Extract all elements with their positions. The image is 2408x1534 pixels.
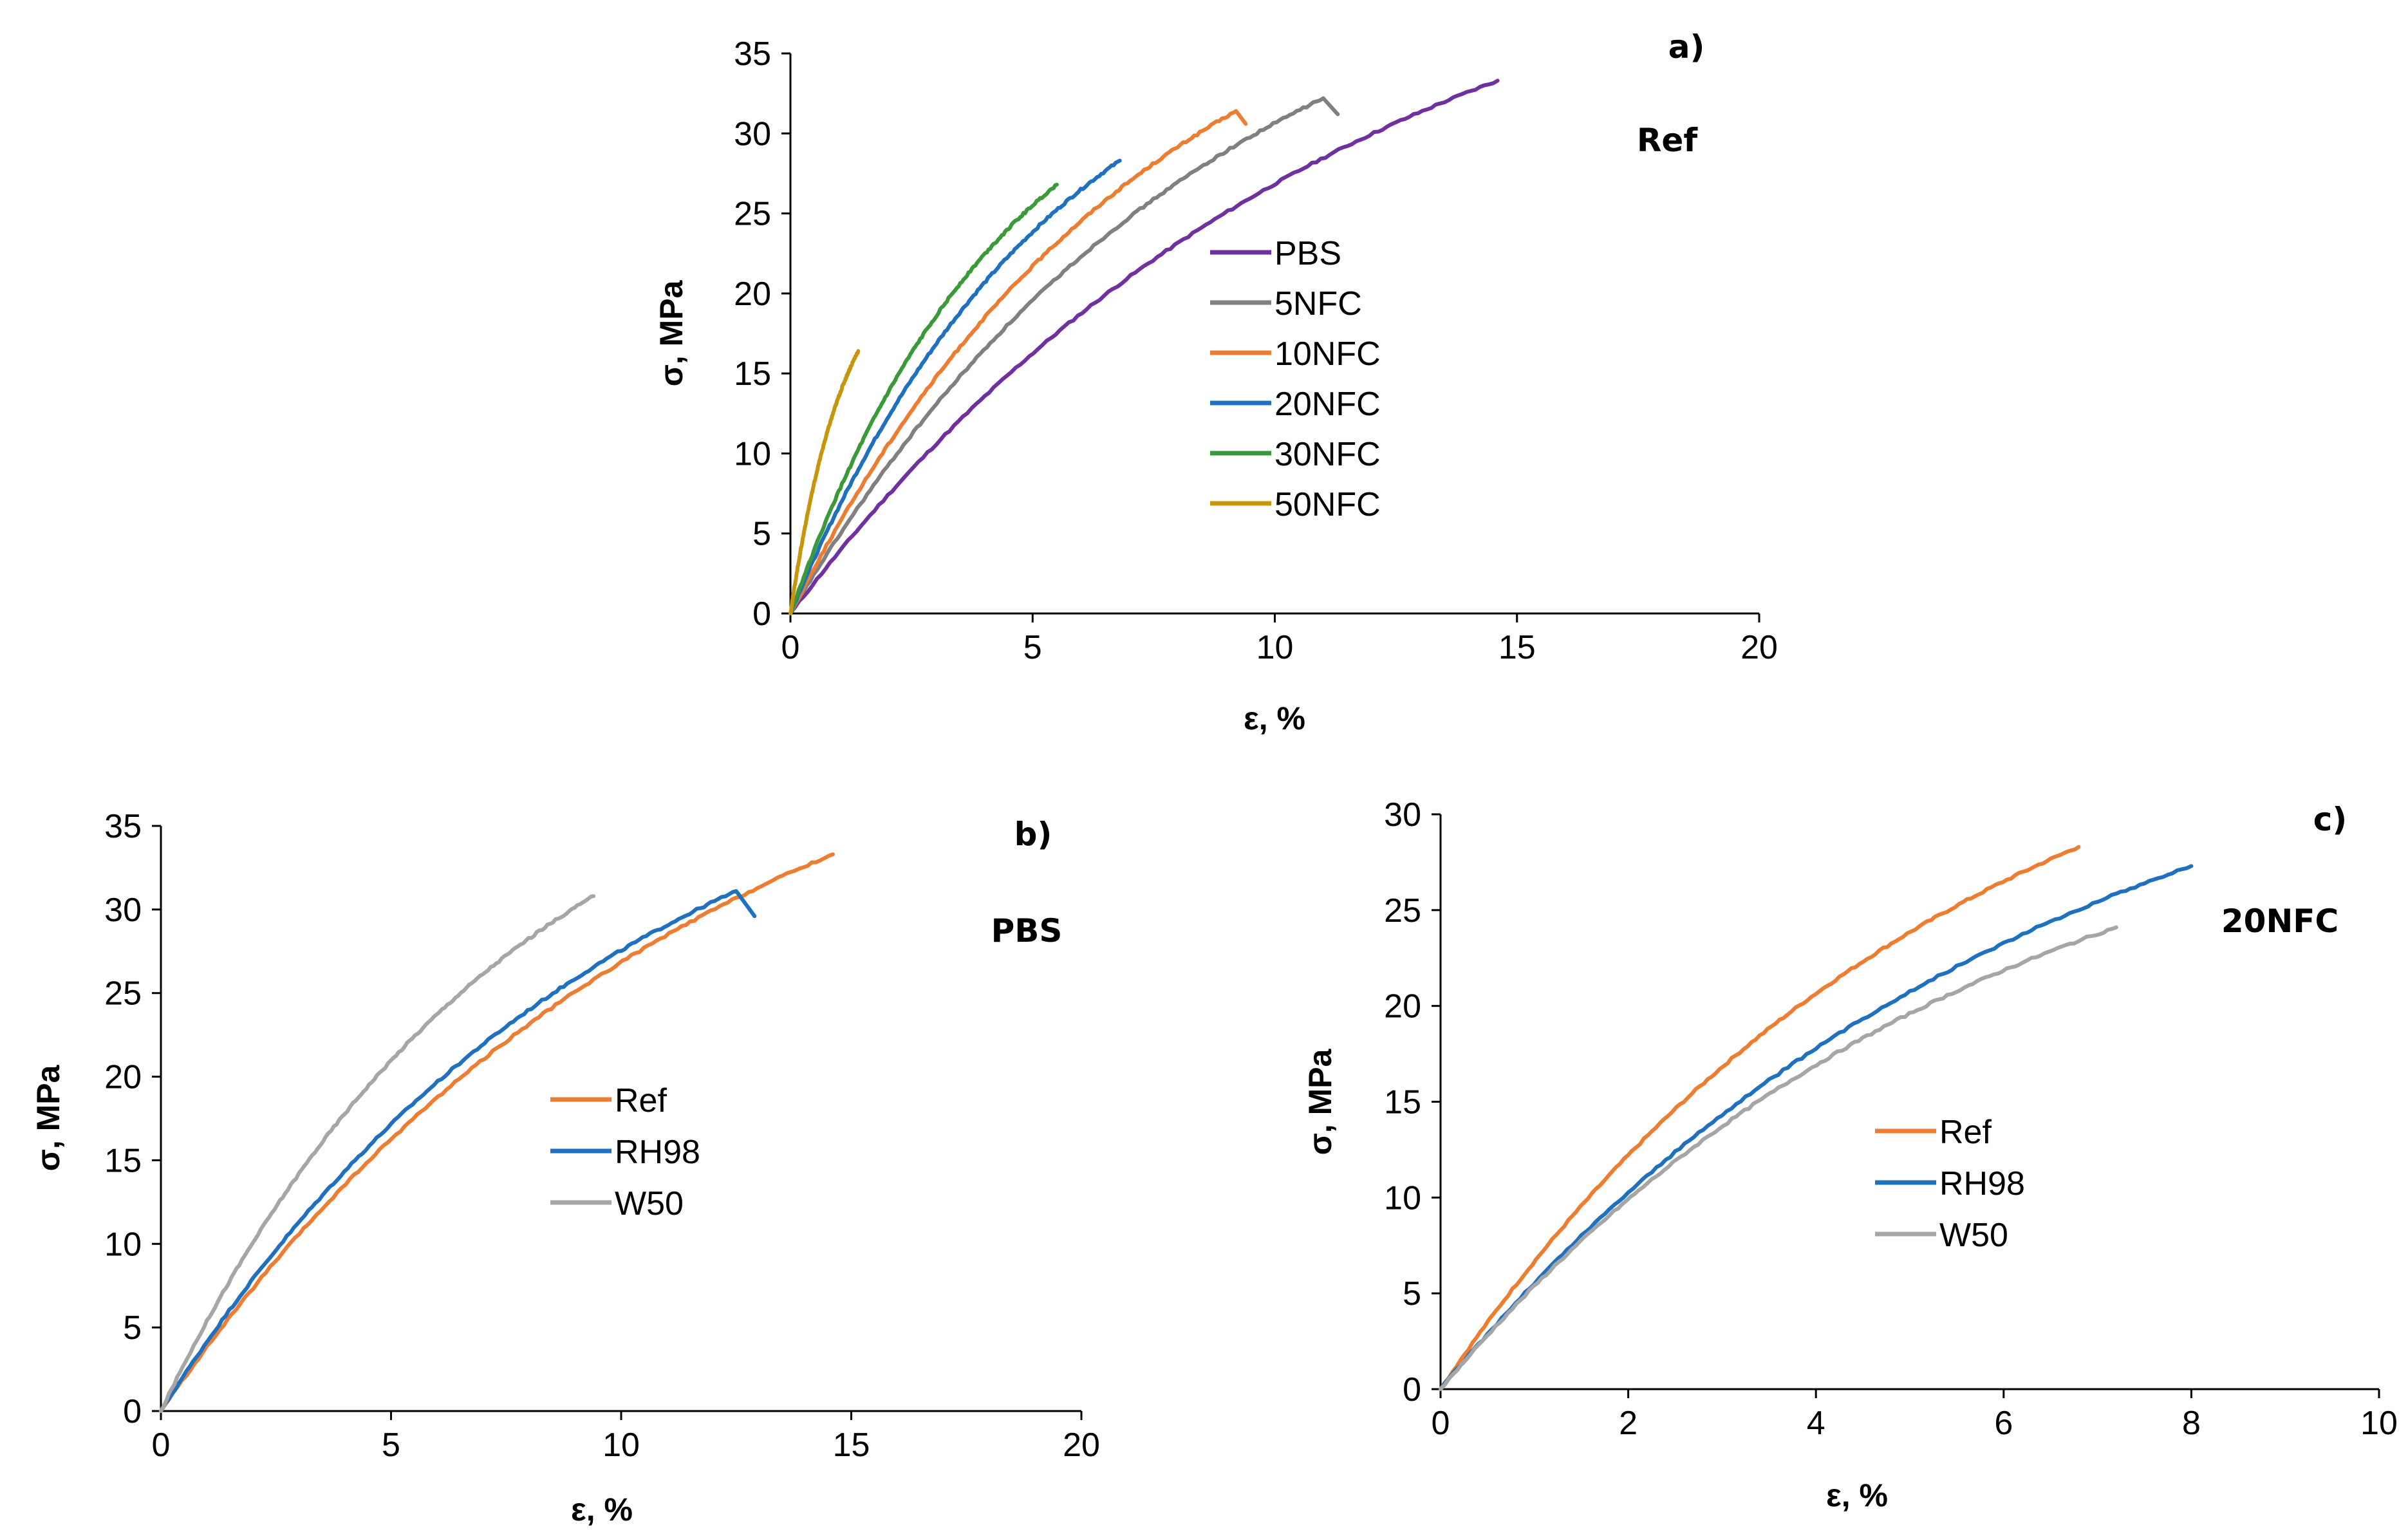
y-tick-label: 25	[734, 196, 771, 233]
panel-annotation: Ref	[1637, 122, 1698, 159]
y-tick-label: 5	[752, 516, 771, 553]
x-tick-label: 10	[2360, 1405, 2398, 1442]
y-tick-label: 15	[1384, 1084, 1421, 1121]
x-tick-label: 0	[781, 629, 800, 666]
y-tick-label: 25	[1384, 892, 1421, 930]
series-line-50nfc	[789, 349, 861, 615]
series-line-w50	[1439, 925, 2118, 1391]
panel-label: b)	[1014, 816, 1052, 853]
x-tick-label: 0	[152, 1426, 171, 1464]
chart-panel-a: 0 5 10 15 20 0 5 10 15 20 25 30 35 ε, % σ, MPa a) Ref PBS…	[653, 28, 1778, 736]
x-tick-label: 15	[833, 1426, 870, 1464]
x-tick-label: 8	[2182, 1405, 2201, 1442]
legend-label: W50	[615, 1185, 684, 1222]
legend-label: 30NFC	[1274, 436, 1381, 473]
y-axis-label: σ, MPa	[30, 1064, 66, 1171]
legend-label: 10NFC	[1274, 335, 1381, 373]
legend-label: Ref	[615, 1082, 667, 1119]
series-line-5nfc	[789, 96, 1340, 615]
y-tick-label: 5	[123, 1309, 142, 1347]
y-tick-label: 0	[1403, 1371, 1421, 1408]
y-tick-label: 10	[734, 435, 771, 472]
y-axis-label: σ, MPa	[653, 279, 689, 386]
series-line-20nfc	[789, 158, 1122, 615]
y-tick-label: 10	[1384, 1179, 1421, 1217]
chart-panel-c: 0 2 4 6 8 10 0 5 10 15 20 25 30 ε, % σ, MPa c) 20NFC Ref R…	[1302, 796, 2398, 1513]
x-tick-label: 15	[1498, 629, 1536, 666]
series-line-rh98	[159, 889, 757, 1413]
y-tick-label: 30	[1384, 796, 1421, 834]
legend-label: W50	[1939, 1217, 2008, 1254]
x-tick-label: 20	[1741, 629, 1778, 666]
y-tick-label: 0	[123, 1393, 142, 1430]
y-tick-label: 15	[734, 355, 771, 393]
legend-label: 20NFC	[1274, 386, 1381, 423]
x-tick-label: 4	[1807, 1405, 1825, 1442]
y-tick-label: 0	[752, 595, 771, 633]
y-tick-label: 30	[104, 892, 142, 929]
series-line-ref	[159, 852, 835, 1413]
panel-label: c)	[2313, 801, 2347, 838]
x-tick-label: 0	[1432, 1405, 1450, 1442]
legend-label: 50NFC	[1274, 486, 1381, 523]
y-tick-label: 20	[1384, 988, 1421, 1025]
series-line-30nfc	[789, 182, 1059, 615]
y-tick-label: 25	[104, 975, 142, 1013]
y-tick-label: 5	[1403, 1275, 1421, 1313]
y-tick-label: 20	[734, 276, 771, 313]
x-tick-label: 10	[1256, 629, 1294, 666]
legend-label: 5NFC	[1274, 285, 1362, 323]
panel-label: a)	[1668, 28, 1705, 66]
x-tick-label: 6	[1994, 1405, 2013, 1442]
y-tick-label: 15	[104, 1142, 142, 1179]
series-line-pbs	[789, 79, 1500, 615]
legend-label: RH98	[1939, 1165, 2025, 1202]
y-tick-label: 35	[104, 808, 142, 845]
panel-annotation: 20NFC	[2221, 903, 2338, 940]
series-line-10nfc	[789, 109, 1248, 615]
y-tick-label: 20	[104, 1059, 142, 1096]
legend-label: Ref	[1939, 1114, 1992, 1151]
x-axis-label: ε, %	[1826, 1477, 1888, 1513]
x-tick-label: 5	[382, 1426, 400, 1464]
legend-label: PBS	[1274, 235, 1341, 272]
x-tick-label: 2	[1619, 1405, 1638, 1442]
y-tick-label: 30	[734, 115, 771, 153]
x-tick-label: 10	[602, 1426, 640, 1464]
series-line-w50	[159, 894, 596, 1413]
x-axis-label: ε, %	[571, 1492, 633, 1528]
x-tick-label: 20	[1063, 1426, 1100, 1464]
y-tick-label: 35	[734, 35, 771, 73]
legend-label: RH98	[615, 1134, 700, 1171]
series-line-ref	[1439, 845, 2081, 1391]
y-axis-label: σ, MPa	[1302, 1048, 1338, 1155]
chart-panel-b: 0 5 10 15 20 0 5 10 15 20 25 30 35 ε, % σ, MPa b) PBS Ref…	[30, 808, 1100, 1528]
x-axis-label: ε, %	[1244, 700, 1305, 736]
panel-annotation: PBS	[991, 912, 1063, 949]
series-line-rh98	[1439, 864, 2194, 1391]
y-tick-label: 10	[104, 1226, 142, 1263]
x-tick-label: 5	[1023, 629, 1042, 666]
